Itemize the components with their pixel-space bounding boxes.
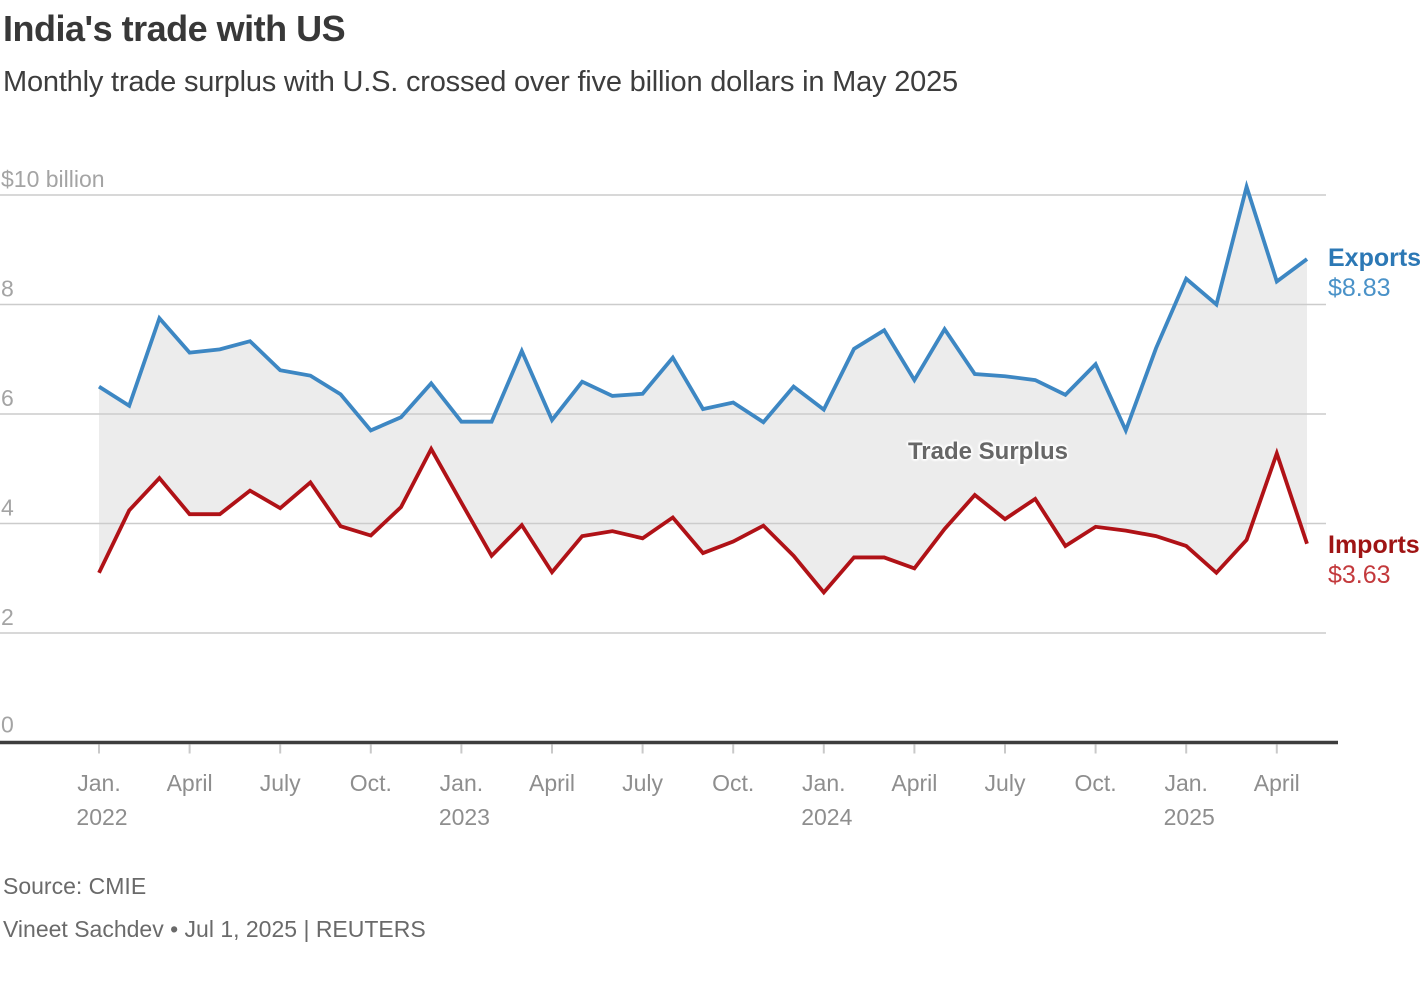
x-tick-label: April bbox=[891, 770, 937, 796]
x-tick-label: Jan. bbox=[440, 770, 483, 796]
x-year-label: 2022 bbox=[76, 804, 127, 830]
trade-surplus-area bbox=[99, 186, 1307, 593]
exports-line bbox=[97, 179, 1309, 436]
x-year-label: 2024 bbox=[801, 804, 852, 830]
byline-credit: Vineet Sachdev • Jul 1, 2025 | REUTERS bbox=[3, 916, 426, 942]
x-tick-label: Jan. bbox=[1164, 770, 1207, 796]
x-tick-label: Oct. bbox=[712, 770, 754, 796]
page-title: India's trade with US bbox=[3, 8, 346, 49]
x-tick-label: July bbox=[260, 770, 301, 796]
x-tick-label: Oct. bbox=[1075, 770, 1117, 796]
x-tick-label: April bbox=[167, 770, 213, 796]
exports-legend-value: $8.83 bbox=[1328, 274, 1391, 302]
imports-legend-value: $3.63 bbox=[1328, 561, 1391, 589]
exports-legend-name: Exports bbox=[1328, 244, 1420, 272]
x-year-label: 2023 bbox=[439, 804, 490, 830]
imports-legend-name: Imports bbox=[1328, 531, 1420, 559]
x-year-label: 2025 bbox=[1164, 804, 1215, 830]
x-tick-label: April bbox=[529, 770, 575, 796]
x-tick-label: July bbox=[985, 770, 1026, 796]
trade-surplus-area-label: Trade Surplus bbox=[907, 438, 1069, 465]
y-tick-label-4: 4 bbox=[1, 495, 14, 521]
x-tick-label: Oct. bbox=[350, 770, 392, 796]
y-tick-label-8: 8 bbox=[1, 276, 14, 302]
y-tick-label-10: $10 billion bbox=[1, 166, 105, 192]
imports-legend: Imports $3.63 bbox=[1328, 530, 1420, 590]
x-tick-label: Jan. bbox=[77, 770, 120, 796]
y-tick-label-6: 6 bbox=[1, 385, 14, 411]
y-tick-label-2: 2 bbox=[1, 604, 14, 630]
x-tick-label: Jan. bbox=[802, 770, 845, 796]
x-tick-label: July bbox=[622, 770, 663, 796]
page-subtitle: Monthly trade surplus with U.S. crossed … bbox=[3, 66, 958, 98]
y-tick-label-0: 0 bbox=[1, 712, 14, 738]
exports-legend: Exports $8.83 bbox=[1328, 243, 1420, 303]
x-tick-label: April bbox=[1254, 770, 1300, 796]
imports-line bbox=[97, 445, 1309, 596]
source-note: Source: CMIE bbox=[3, 873, 147, 899]
